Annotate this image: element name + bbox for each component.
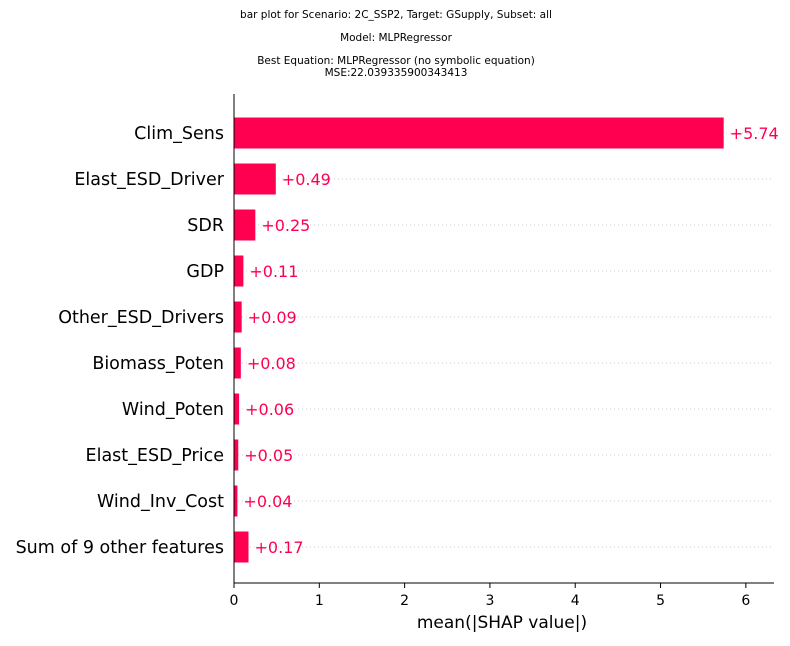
- category-label: Clim_Sens: [134, 124, 224, 144]
- category-label: GDP: [186, 262, 224, 282]
- category-label: Wind_Poten: [122, 400, 224, 420]
- chart-title-line: Best Equation: MLPRegressor (no symbolic…: [257, 55, 535, 67]
- x-tick-label: 4: [571, 593, 580, 609]
- category-label: Biomass_Poten: [92, 354, 224, 374]
- category-label: Elast_ESD_Driver: [74, 170, 224, 190]
- value-label: +0.49: [282, 170, 331, 189]
- x-tick-label: 2: [400, 593, 409, 609]
- category-label: SDR: [187, 216, 224, 236]
- category-label: Sum of 9 other features: [16, 538, 224, 558]
- value-label: +0.17: [255, 538, 304, 557]
- value-label: +0.05: [244, 446, 293, 465]
- category-labels-group: Clim_Sens Elast_ESD_Driver SDR GDP Other_ESD…: [16, 124, 225, 558]
- bar: [234, 255, 244, 287]
- chart-title-line: MSE:22.039335900343413: [325, 67, 468, 79]
- chart-title-group: bar plot for Scenario: 2C_SSP2, Target: …: [240, 9, 552, 79]
- x-tick-label: 3: [485, 593, 494, 609]
- x-tick-label: 6: [741, 593, 750, 609]
- value-label: +0.09: [248, 308, 297, 327]
- category-label: Elast_ESD_Price: [86, 446, 224, 466]
- value-label: +0.08: [247, 354, 296, 373]
- bar: [234, 301, 242, 333]
- bar: [234, 485, 238, 517]
- x-axis-title: mean(|SHAP value|): [417, 613, 587, 633]
- bars-group: [234, 117, 724, 563]
- bar: [234, 347, 241, 379]
- bar: [234, 393, 240, 425]
- x-tick-label: 5: [656, 593, 665, 609]
- value-label: +0.25: [261, 216, 310, 235]
- category-label: Wind_Inv_Cost: [97, 492, 224, 512]
- value-label: +0.04: [243, 492, 292, 511]
- bar: [234, 117, 724, 149]
- value-label: +0.06: [245, 400, 294, 419]
- x-tick-label: 0: [230, 593, 239, 609]
- x-tick-label: 1: [315, 593, 324, 609]
- chart-title-line: bar plot for Scenario: 2C_SSP2, Target: …: [240, 9, 552, 21]
- bar: [234, 209, 256, 241]
- bar: [234, 439, 239, 471]
- axes-group: 0 1 2 3 4 5 6 mean(|SHAP value|): [230, 94, 774, 633]
- chart-title-line: Model: MLPRegressor: [340, 32, 453, 44]
- value-label: +5.74: [730, 124, 779, 143]
- category-label: Other_ESD_Drivers: [58, 308, 224, 328]
- row-grid-lines: [234, 132, 774, 548]
- value-label: +0.11: [249, 262, 298, 281]
- value-labels-group: +5.74 +0.49 +0.25 +0.11 +0.09 +0.08 +0.06 +0.05…: [243, 124, 778, 557]
- bar: [234, 531, 249, 563]
- bar: [234, 163, 276, 195]
